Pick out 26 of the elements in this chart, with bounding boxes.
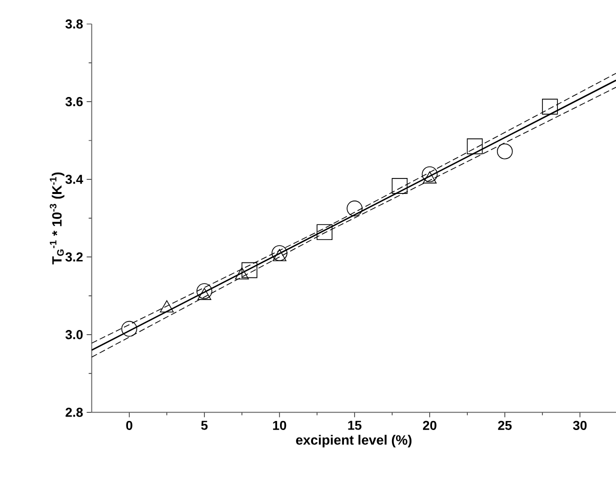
point (496, 143, 513, 160)
point (422, 166, 438, 182)
point (392, 178, 408, 194)
point (196, 283, 212, 300)
x-tick-label: 30 (573, 420, 587, 430)
x-tick-label: 25 (498, 420, 512, 430)
y-axis-title: T$_{G}$$^{-1}$ * 10$^{-3}$ (K$^{-1}$) (50, 172, 64, 264)
y-tick-label: 3.8 (65, 19, 83, 29)
point (542, 98, 558, 115)
y-tick-label: 3.2 (65, 252, 83, 262)
point (316, 224, 332, 240)
x-axis-title: excipient level (%) (296, 434, 412, 448)
y-tick-label: 2.8 (66, 408, 83, 417)
point (121, 320, 138, 337)
x-tick-label: 5 (201, 420, 208, 430)
point (272, 245, 288, 261)
y-tick-label: 3.0 (65, 330, 83, 340)
point (346, 200, 362, 216)
point (242, 262, 258, 278)
x-tick-label: 15 (348, 420, 362, 430)
point (466, 138, 483, 154)
x-tick-label: 10 (273, 420, 286, 430)
y-tick-label: 3.4 (65, 174, 84, 184)
x-tick-label: 20 (422, 420, 436, 430)
y-tick-label: 3.6 (65, 97, 83, 106)
x-tick-label: 0 (126, 420, 132, 430)
